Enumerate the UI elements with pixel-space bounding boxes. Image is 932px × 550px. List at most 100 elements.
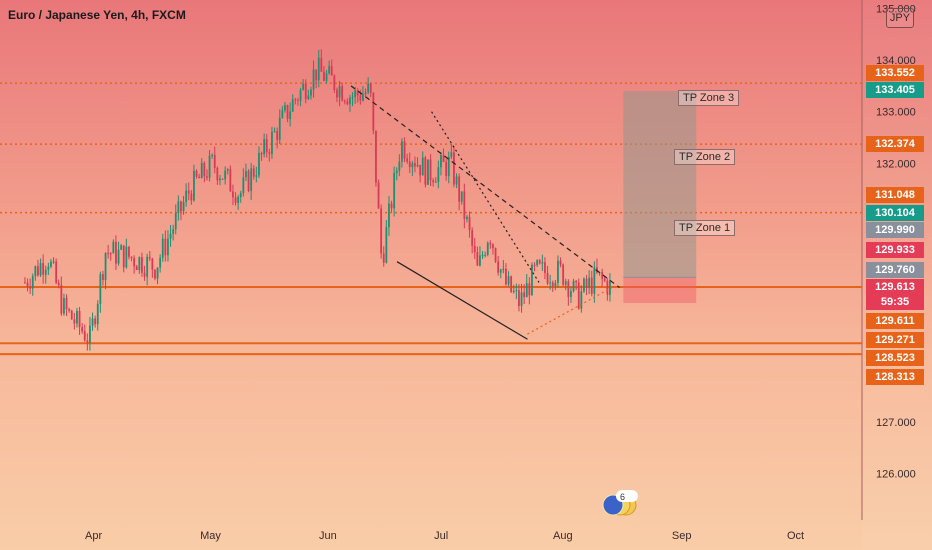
candle-body [577,282,580,309]
candle-body [505,268,507,285]
candle-body [359,95,362,101]
candle-body [164,238,167,256]
candle-body [354,90,357,97]
x-tick-label: Aug [553,530,573,542]
candle-body [57,282,60,286]
candle-body [234,197,237,203]
candle-body [481,255,484,257]
candle-body [83,331,86,341]
candle-body [156,267,159,279]
candle-body [135,266,138,271]
candle-body [463,191,466,220]
price-badge: 130.104 [866,205,924,221]
candle-body [609,280,611,295]
candle-body [325,73,328,81]
candle-body [380,208,383,254]
candle-body [546,272,549,284]
candle-body [442,155,445,162]
candle-body [471,230,474,246]
candle-body [549,282,552,284]
candle-body [416,164,419,167]
price-badge: 129.611 [866,313,924,329]
candle-body [122,245,125,268]
x-tick-label: Oct [787,530,804,542]
countdown-badge: 59:35 [866,294,924,310]
candle-body [68,309,71,311]
candle-body [570,291,572,297]
candle-body [551,282,554,287]
candle-body [102,274,104,281]
stop-zone [623,277,697,304]
candle-body [315,69,318,81]
currency-button[interactable]: JPY [886,8,914,28]
candle-body [390,203,393,209]
candle-body [492,244,494,249]
candle-body [411,163,414,168]
x-tick-label: Jul [434,530,448,542]
candle-body [182,201,185,212]
candle-body [200,162,203,179]
trendline [350,85,620,289]
price-badge: 131.048 [866,187,924,203]
trendline [431,111,540,283]
candle-body [271,131,273,154]
candle-body [115,241,117,264]
candle-body [161,238,164,258]
candle-body [330,66,333,76]
candle-body [109,253,112,255]
candle-body [349,97,351,105]
candle-body [151,258,154,270]
candle-body [398,161,401,171]
candle-body [328,66,331,74]
candle-body [258,152,260,176]
candle-body [497,261,500,273]
candle-body [146,256,149,277]
tp-zone-2-label: TP Zone 2 [674,149,736,165]
candle-body [479,255,481,266]
reaction-emoji-stack[interactable]: 6 [600,490,644,518]
candle-body [221,178,224,180]
candle-body [603,278,606,281]
candle-body [185,190,188,202]
candle-body [65,298,68,310]
candle-body [536,260,539,266]
candle-body [440,155,442,168]
candle-body [343,100,346,102]
candle-body [445,161,448,177]
candle-body [414,163,416,167]
candle-body [403,141,406,159]
candle-body [419,164,422,176]
candle-body [531,264,533,296]
candle-body [169,233,172,239]
candle-body [167,238,169,256]
price-badge: 129.933 [866,242,924,258]
candle-body [512,291,515,293]
candle-body [224,170,227,180]
candle-body [507,276,510,285]
candle-body [281,110,284,118]
candle-body [341,85,344,101]
candle-body [333,75,336,90]
candle-body [302,83,305,90]
candle-body [130,256,133,259]
candle-body [291,99,294,112]
candle-body [583,278,585,292]
candle-body [564,281,567,285]
y-tick-label: 132.000 [876,158,916,170]
price-badge: 129.271 [866,332,924,348]
chart-title: Euro / Japanese Yen, 4h, FXCM [8,8,186,22]
y-tick-label: 127.000 [876,417,916,429]
candle-body [523,292,526,298]
candle-body [377,182,380,209]
candle-body [226,169,229,171]
candle-body [31,276,34,289]
candle-body [117,249,120,264]
candle-body [208,155,211,178]
candle-body [590,277,593,294]
price-badge: 133.552 [866,65,924,81]
candle-body [364,92,367,95]
candle-body [247,171,250,192]
candle-body [299,89,302,101]
candle-body [489,242,492,245]
